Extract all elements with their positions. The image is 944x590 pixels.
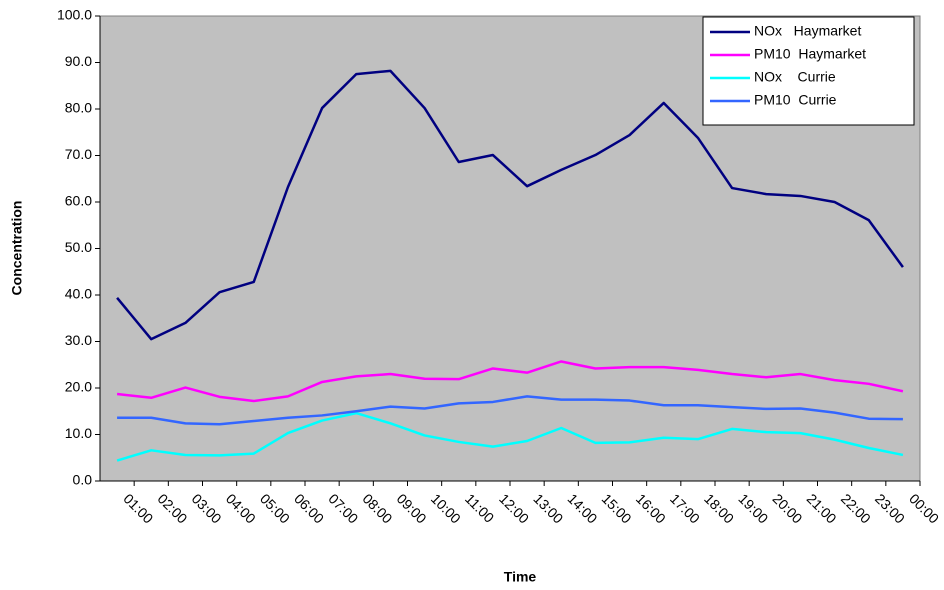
x-tick-label: 11:00 [462, 490, 498, 526]
y-tick-label: 30.0 [65, 332, 92, 348]
y-tick-label: 80.0 [65, 100, 92, 116]
x-tick-label: 09:00 [394, 490, 430, 526]
legend-label: NOx Currie [754, 69, 836, 85]
x-tick-label: 15:00 [599, 490, 635, 526]
x-tick-label: 06:00 [291, 490, 327, 526]
x-tick-label: 23:00 [872, 490, 908, 526]
line-series [116, 411, 904, 462]
x-tick-label: 04:00 [223, 490, 259, 526]
x-tick-label: 01:00 [120, 490, 156, 526]
x-tick-label: 03:00 [189, 490, 225, 526]
x-tick-label: 16:00 [633, 490, 669, 526]
x-axis-title: Time [504, 569, 537, 585]
line-series [116, 69, 904, 341]
y-tick-label: 70.0 [65, 146, 92, 162]
y-tick-label: 100.0 [57, 7, 92, 23]
y-axis-title: Concentration [9, 201, 25, 296]
y-tick-label: 20.0 [65, 379, 92, 395]
x-tick-label: 07:00 [325, 490, 361, 526]
x-tick-label: 18:00 [701, 490, 737, 526]
legend-label: PM10 Currie [754, 92, 837, 108]
legend [702, 16, 915, 126]
x-tick-label: 20:00 [770, 490, 806, 526]
line-series [117, 395, 903, 426]
legend-label: NOx Haymarket [754, 23, 861, 39]
line-series [116, 360, 904, 403]
x-tick-label: 19:00 [735, 490, 771, 526]
x-tick-label: 22:00 [838, 490, 874, 526]
y-tick-label: 50.0 [65, 239, 92, 255]
y-tick-label: 90.0 [65, 53, 92, 69]
x-tick-label: 21:00 [804, 490, 840, 526]
x-tick-label: 08:00 [360, 490, 396, 526]
x-tick-label: 05:00 [257, 490, 293, 526]
y-tick-label: 40.0 [65, 286, 92, 302]
x-tick-label: 02:00 [155, 490, 191, 526]
x-tick-label: 13:00 [530, 490, 566, 526]
x-tick-label: 10:00 [428, 490, 464, 526]
x-tick-label: 14:00 [565, 490, 601, 526]
y-tick-label: 10.0 [65, 425, 92, 441]
y-tick-label: 60.0 [65, 193, 92, 209]
x-tick-label: 17:00 [667, 490, 703, 526]
y-tick-label: 0.0 [73, 472, 93, 488]
legend-label: PM10 Haymarket [754, 46, 866, 62]
x-tick-label: 12:00 [496, 490, 532, 526]
x-tick-label: 00:00 [906, 490, 942, 526]
